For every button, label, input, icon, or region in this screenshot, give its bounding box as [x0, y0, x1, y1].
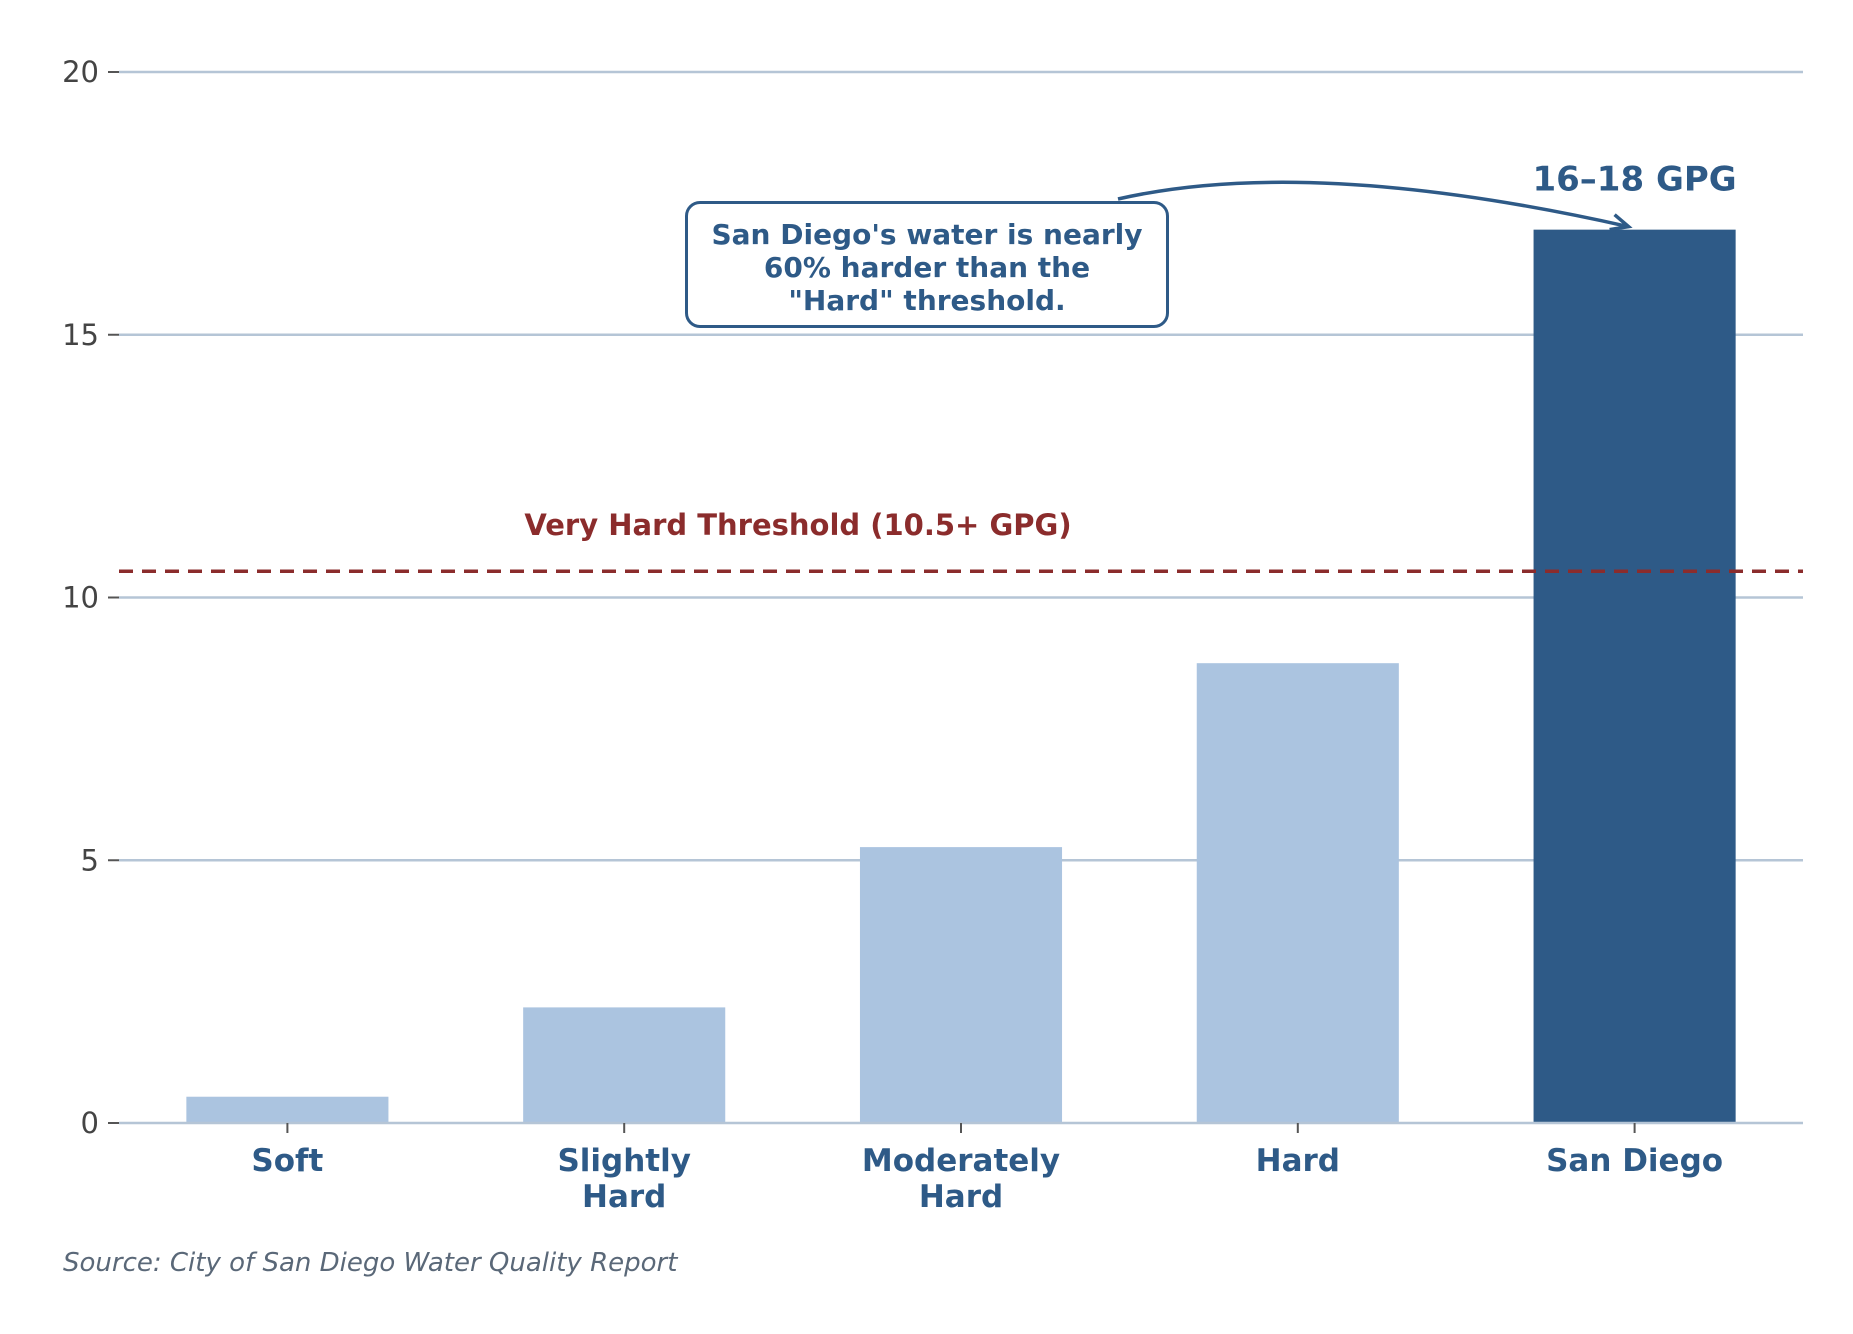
x-tick-label-line: Moderately [862, 1143, 1060, 1179]
bars [186, 229, 1736, 1123]
callout-arrow [1117, 180, 1629, 229]
y-tick-label: 5 [81, 843, 99, 877]
source-note: Source: City of San Diego Water Quality … [63, 1248, 678, 1278]
callout-box: San Diego's water is nearly 60% harder t… [685, 201, 1169, 328]
threshold-label: Very Hard Threshold (10.5+ GPG) [524, 508, 1071, 542]
x-tick-label: Slightly Hard [557, 1143, 691, 1215]
x-tick-label-line: Hard [582, 1179, 666, 1215]
bar [859, 847, 1063, 1123]
x-tick-label: Hard [1256, 1143, 1340, 1179]
y-tick-label: 0 [81, 1106, 99, 1140]
annotations: 16–18 GPG [1117, 160, 1737, 232]
value-annotation: 16–18 GPG [1532, 160, 1736, 200]
x-tick-label: Moderately Hard [862, 1143, 1060, 1215]
x-tick-label-line: San Diego [1546, 1143, 1723, 1179]
arrowhead [1609, 213, 1633, 232]
x-tick-label: Soft [251, 1143, 323, 1179]
x-tick-label-line: Soft [251, 1143, 323, 1179]
bar [186, 1096, 389, 1123]
threshold-group: Very Hard Threshold (10.5+ GPG) [119, 508, 1803, 573]
x-tick-label-line: Hard [1256, 1143, 1340, 1179]
x-tick-label-line: Hard [919, 1179, 1003, 1215]
bar [1533, 229, 1736, 1123]
bar [1196, 663, 1399, 1123]
y-tick-label: 20 [62, 55, 99, 89]
bar [523, 1007, 726, 1123]
x-tick-label: San Diego [1546, 1143, 1723, 1179]
y-tick-label: 10 [62, 581, 99, 615]
x-tick-label-line: Slightly [557, 1143, 691, 1179]
y-tick-label: 15 [62, 318, 99, 352]
